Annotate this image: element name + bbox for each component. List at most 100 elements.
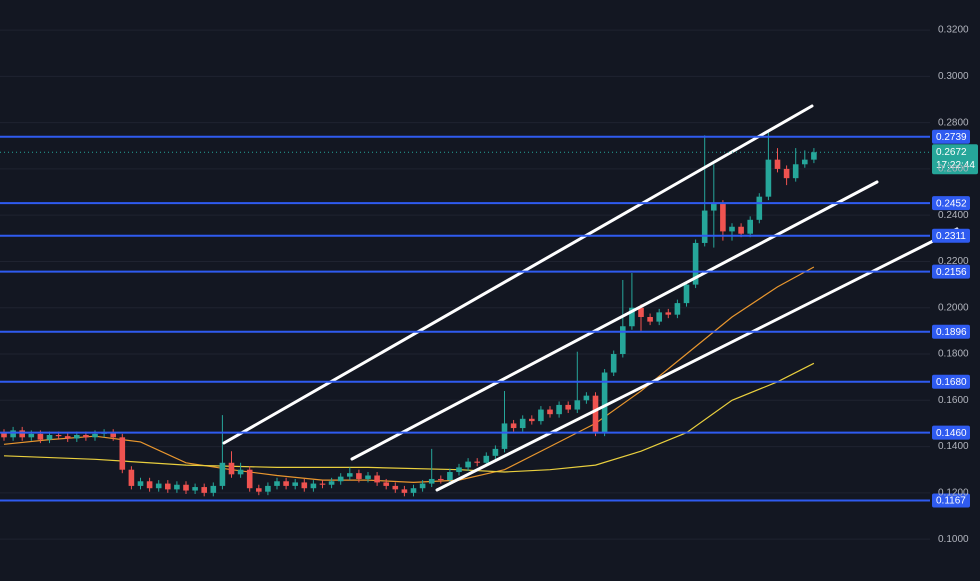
candle-body [319, 483, 326, 485]
level-label: 0.1680 [936, 377, 967, 388]
candle-body [192, 487, 198, 491]
last-price-box [932, 144, 978, 175]
candles [1, 130, 817, 497]
candle-body [310, 483, 317, 489]
candle-body [374, 475, 380, 483]
candle-body [64, 436, 71, 439]
candle-body [683, 284, 690, 304]
candle-body [556, 404, 562, 415]
candle-body [219, 462, 226, 486]
candle-body [765, 159, 772, 197]
candle-body [792, 164, 799, 179]
candle-body [92, 433, 98, 438]
candle-body [501, 423, 508, 449]
candle-body [401, 489, 408, 493]
candle-body [246, 469, 253, 489]
candle-body [656, 312, 662, 322]
candle-body [620, 326, 626, 355]
candle-body [510, 423, 517, 429]
candle-body [365, 475, 371, 479]
candle-body [146, 481, 153, 489]
candle-body [237, 469, 244, 475]
candle-body [574, 400, 581, 410]
candle-body [756, 196, 763, 220]
level-label: 0.1460 [936, 428, 967, 439]
candle-body [301, 482, 308, 489]
candle-body [638, 307, 644, 317]
candle-body [356, 473, 362, 479]
level-label: 0.2156 [936, 267, 967, 278]
candle-body [46, 434, 53, 440]
candle-body [392, 485, 399, 490]
candle-body [738, 226, 744, 234]
y-tick-label: 0.2200 [938, 256, 969, 267]
candle-body [347, 473, 353, 477]
candle-body [665, 312, 672, 315]
level-label: 0.2452 [936, 198, 967, 209]
candle-body [110, 432, 116, 438]
candle-body [583, 395, 590, 401]
candle-body [328, 481, 335, 485]
candle-body [811, 152, 817, 160]
level-label-box [932, 228, 970, 243]
y-tick-label: 0.1200 [938, 487, 969, 498]
grid [0, 29, 930, 540]
candle-body [720, 203, 726, 232]
level-label: 0.2739 [936, 132, 967, 143]
candle-body [711, 203, 717, 211]
y-tick-label: 0.3200 [938, 25, 969, 36]
candle-body [283, 481, 289, 486]
price-axis: 0.1000 0.1200 0.1400 0.1600 0.1800 0.2000 0.22… [938, 25, 969, 545]
candle-body [447, 472, 453, 481]
candle-body [629, 307, 635, 327]
candle-body [492, 448, 499, 456]
candle-body [210, 485, 217, 493]
levels: 0.2739 0.2452 0.2311 0.2156 0.1896 0.1680 0.14… [0, 129, 978, 508]
candle-body [383, 482, 389, 486]
candle-body [165, 483, 171, 490]
candle-body [10, 430, 16, 438]
y-tick-label: 0.1600 [938, 395, 969, 406]
trend-line [350, 180, 879, 461]
candle-body [783, 168, 790, 179]
candle-body [474, 461, 480, 463]
last-price-label: 0.2672 [936, 147, 967, 158]
candle-body [592, 395, 599, 433]
candle-body [729, 226, 735, 232]
level-label: 0.1167 [936, 496, 966, 507]
candle-body [119, 437, 126, 470]
candle-body [37, 433, 44, 440]
candle-body [155, 483, 162, 489]
candle-body [774, 159, 781, 169]
level-label-box [932, 196, 970, 211]
candle-body [274, 481, 280, 486]
candle-body [410, 488, 417, 493]
y-tick-label: 0.1000 [938, 534, 969, 545]
level-label-box [932, 129, 970, 144]
candle-body [428, 478, 435, 484]
level-label-box [932, 264, 970, 279]
candle-body [292, 482, 298, 486]
candle-body [19, 430, 25, 438]
candle-body [601, 372, 608, 433]
candle-body [174, 484, 180, 490]
y-tick-label: 0.2800 [938, 117, 969, 128]
y-tick-label: 0.1800 [938, 349, 969, 360]
candle-body [183, 484, 189, 491]
candle-body [1, 432, 7, 438]
trend-line [222, 104, 814, 445]
candle-body [565, 404, 571, 410]
level-label-box [932, 493, 970, 508]
candle-body [483, 455, 490, 463]
candle-body [747, 219, 753, 234]
candle-body [692, 242, 699, 285]
candle-body [201, 487, 207, 493]
candle-body [55, 434, 62, 437]
candle-body [74, 434, 80, 439]
candle-body [538, 409, 544, 422]
level-label-box [932, 324, 970, 339]
countdown-label: 17:22:44 [936, 160, 975, 171]
candle-body [128, 469, 135, 486]
candle-body [438, 478, 444, 481]
